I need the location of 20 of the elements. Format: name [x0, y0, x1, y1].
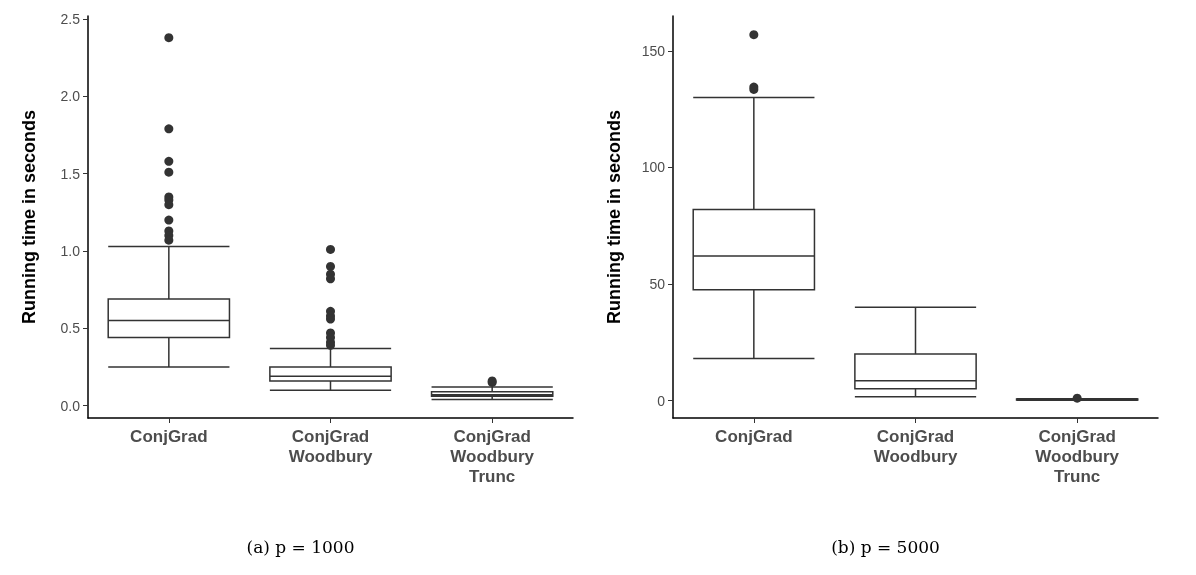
- y-tick-label: 2.5: [60, 11, 81, 28]
- y-axis-title: Running time in seconds: [19, 109, 39, 325]
- y-tick-label: 0: [657, 392, 666, 409]
- y-tick-label: 0.0: [60, 397, 81, 414]
- y-tick-label: 1.5: [60, 165, 81, 182]
- x-tick-label: ConjGrad: [715, 426, 793, 446]
- y-tick-label: 100: [641, 159, 666, 176]
- y-tick-label: 0.5: [60, 320, 81, 337]
- y-axis-title: Running time in seconds: [604, 109, 624, 325]
- x-tick-label: ConjGrad Woodbury: [288, 426, 373, 466]
- x-tick-label: ConjGrad Woodbury Trunc: [1035, 426, 1120, 486]
- y-tick-label: 50: [649, 276, 666, 292]
- y-tick-label: 2.0: [60, 88, 81, 105]
- text: (a) p = 1000: [246, 536, 355, 557]
- y-tick-label: 1.0: [60, 243, 81, 260]
- x-tick-label: ConjGrad Woodbury Trunc: [450, 426, 535, 486]
- y-tick-label: 150: [641, 42, 666, 59]
- x-tick-label: ConjGrad: [130, 426, 208, 446]
- x-tick-label: ConjGrad Woodbury: [873, 426, 958, 466]
- text: (b) p = 5000: [831, 536, 940, 557]
